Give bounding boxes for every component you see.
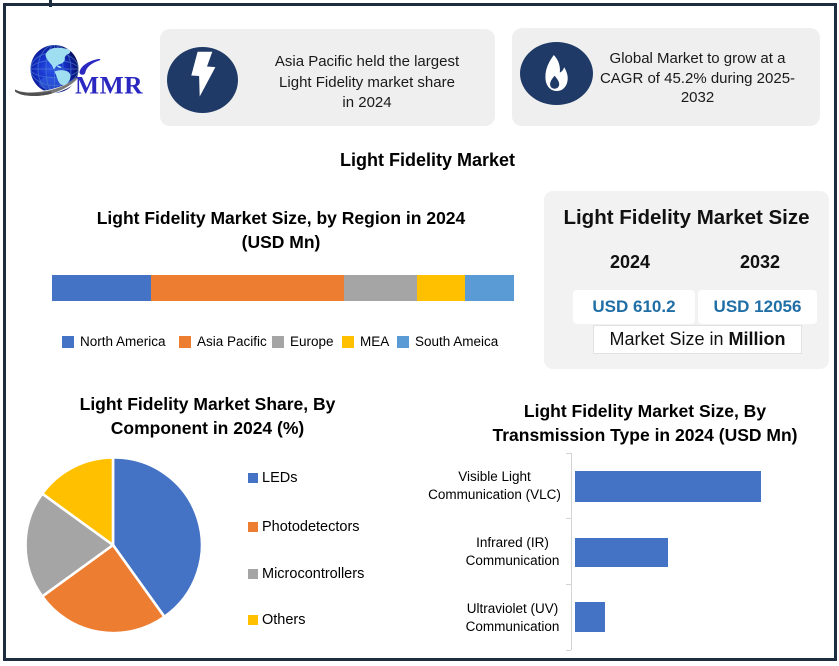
svg-text:MMR: MMR bbox=[75, 71, 143, 100]
